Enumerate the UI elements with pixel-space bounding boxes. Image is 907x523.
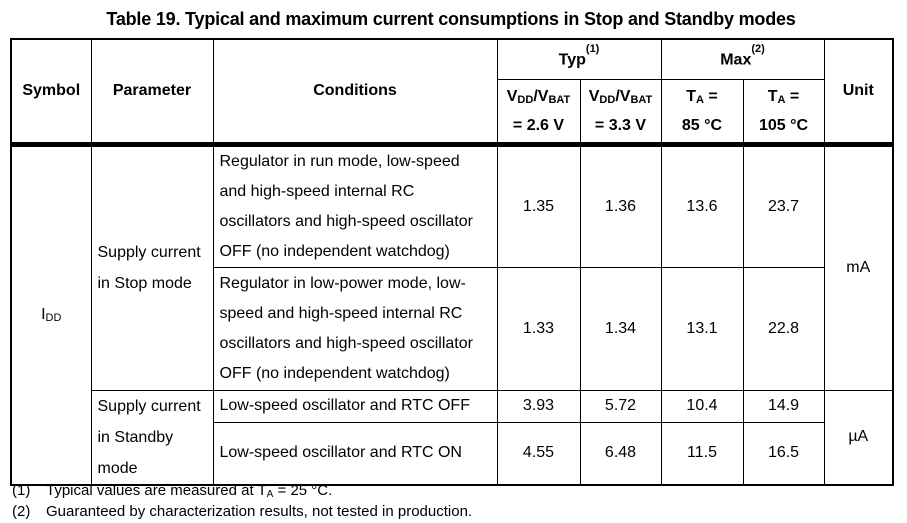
unit-ua: µA xyxy=(823,389,894,485)
table-row: Regulator in low-power mode, low- speed … xyxy=(11,266,893,391)
condition-regulator-run: Regulator in run mode, low-speed and hig… xyxy=(212,143,498,268)
typ-footnote-ref: (1) xyxy=(585,43,600,56)
footnotes: (1) Typical values are measured at TA = 2… xyxy=(12,481,472,523)
footnote-1: (1) Typical values are measured at TA = 2… xyxy=(12,481,472,502)
value-cell: 1.36 xyxy=(579,143,662,268)
unit-ma: mA xyxy=(823,143,894,391)
table-row: IDD Supply current in Stop mode Regulato… xyxy=(10,143,894,485)
col-header-unit: Unit xyxy=(823,38,894,147)
table-title: Table 19. Typical and maximum current co… xyxy=(106,9,796,29)
condition-regulator-low-power: Regulator in low-power mode, low- speed … xyxy=(212,266,498,391)
symbol-idd: IDD xyxy=(10,143,92,485)
col-header-vdd-3v3: VDD/VBAT = 3.3 V xyxy=(579,78,662,147)
vdd-vbat-label: VDD/VBAT xyxy=(588,87,653,106)
temperature-value: 105 °C xyxy=(758,116,809,134)
col-header-symbol: Symbol xyxy=(10,38,92,147)
value-cell: 14.9 xyxy=(742,389,825,424)
value-cell: 4.55 xyxy=(496,422,581,485)
value-cell: 1.34 xyxy=(579,266,662,391)
value-cell: 1.33 xyxy=(496,266,581,391)
value-cell: 11.5 xyxy=(660,422,744,485)
col-group-max: Max(2) xyxy=(660,38,825,80)
table-row: Supply current in Standby mode Low-speed… xyxy=(11,389,894,485)
max-label: Max xyxy=(720,51,752,69)
value-cell: 13.6 xyxy=(660,143,744,268)
parameter-stop-mode: Supply current in Stop mode xyxy=(90,143,214,391)
table-row: Low-speed oscillator and RTC ON 4.55 6.4… xyxy=(11,422,893,485)
value-cell: 23.7 xyxy=(742,143,825,268)
value-cell: 1.35 xyxy=(496,143,581,268)
col-header-conditions: Conditions xyxy=(212,38,498,147)
footnote-text: Guaranteed by characterization results, … xyxy=(46,503,473,520)
footnote-text: Typical values are measured at TA = 25 °… xyxy=(46,482,333,500)
footnote-number: (1) xyxy=(12,482,31,499)
footnote-2: (2) Guaranteed by characterization result… xyxy=(12,502,472,523)
col-header-ta-85: TA = 85 °C xyxy=(660,78,744,147)
temperature-value: 85 °C xyxy=(681,116,723,134)
value-cell: 3.93 xyxy=(496,389,581,424)
value-cell: 10.4 xyxy=(660,389,744,424)
condition-rtc-on: Low-speed oscillator and RTC ON xyxy=(212,422,498,485)
voltage-value: = 3.3 V xyxy=(594,116,647,134)
typ-label: Typ xyxy=(558,51,586,69)
value-cell: 5.72 xyxy=(579,389,662,424)
value-cell: 6.48 xyxy=(579,422,662,485)
value-cell: 13.1 xyxy=(660,266,744,391)
col-header-ta-105: TA = 105 °C xyxy=(742,78,825,147)
ta-label: TA = xyxy=(767,87,800,106)
ta-label: TA = xyxy=(686,87,718,106)
col-group-typ: Typ(1) xyxy=(496,38,662,80)
vdd-vbat-label: VDD/VBAT xyxy=(506,87,571,106)
col-header-vdd-2v6: VDD/VBAT = 2.6 V xyxy=(496,78,581,147)
value-cell: 16.5 xyxy=(742,422,825,485)
max-footnote-ref: (2) xyxy=(751,43,765,56)
condition-rtc-off: Low-speed oscillator and RTC OFF xyxy=(212,389,498,424)
voltage-value: = 2.6 V xyxy=(512,116,565,134)
current-consumption-table: Symbol Parameter Conditions Typ(1) Max(2… xyxy=(10,38,895,486)
footnote-number: (2) xyxy=(12,503,31,520)
col-header-parameter: Parameter xyxy=(90,38,214,147)
parameter-standby-mode: Supply current in Standby mode xyxy=(90,389,214,485)
value-cell: 22.8 xyxy=(742,266,825,391)
